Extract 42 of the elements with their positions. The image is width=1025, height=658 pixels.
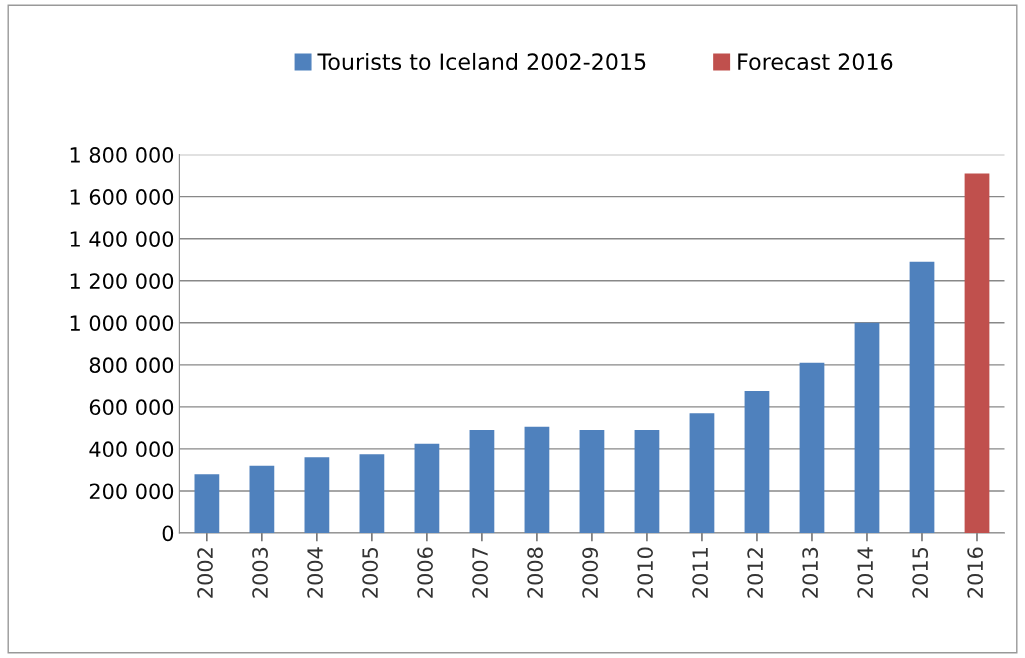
bar — [854, 322, 880, 533]
y-tick-label: 800 000 — [89, 357, 174, 374]
bar — [634, 429, 660, 533]
x-tick-label: 2008 — [527, 547, 543, 598]
y-tick-label: 0 — [162, 525, 174, 542]
y-tick-label: 1 200 000 — [70, 273, 174, 289]
x-tick-label: 2013 — [802, 547, 819, 598]
bar — [799, 362, 825, 533]
bar — [964, 173, 990, 533]
bar — [194, 474, 220, 533]
y-tick-label: 200 000 — [89, 483, 174, 500]
bar — [304, 457, 330, 533]
bar — [359, 454, 385, 533]
bar — [909, 261, 935, 533]
bar — [744, 391, 770, 533]
x-tick-label: 2011 — [692, 548, 708, 598]
bar — [469, 429, 495, 533]
x-tick-label: 2004 — [307, 547, 323, 598]
y-tick-label: 1 800 000 — [70, 147, 174, 163]
x-tick-label: 2015 — [912, 548, 929, 598]
bar — [524, 426, 550, 533]
bar — [689, 413, 715, 533]
bar — [249, 465, 275, 533]
y-tick-label: 400 000 — [89, 441, 174, 458]
bar — [579, 429, 605, 533]
x-tick-label: 2002 — [197, 548, 213, 598]
x-tick-label: 2009 — [582, 547, 598, 598]
x-tick-label: 2005 — [362, 548, 378, 598]
y-tick-label: 1 400 000 — [70, 231, 174, 247]
legend-label: Forecast 2016 — [738, 53, 893, 71]
x-tick-label: 2012 — [747, 548, 764, 598]
x-tick-label: 2014 — [857, 547, 874, 598]
x-tick-label: 2016 — [967, 547, 984, 598]
legend-label: Tourists to Iceland 2002-2015 — [317, 52, 646, 71]
bar — [414, 443, 440, 533]
y-tick-label: 600 000 — [89, 399, 174, 416]
x-tick-label: 2007 — [472, 547, 488, 598]
y-tick-label: 1 000 000 — [70, 315, 174, 331]
x-tick-label: 2006 — [417, 547, 433, 598]
x-tick-label: 2003 — [252, 547, 268, 598]
x-tick-label: 2010 — [637, 547, 653, 598]
y-tick-label: 1 600 000 — [70, 189, 174, 205]
